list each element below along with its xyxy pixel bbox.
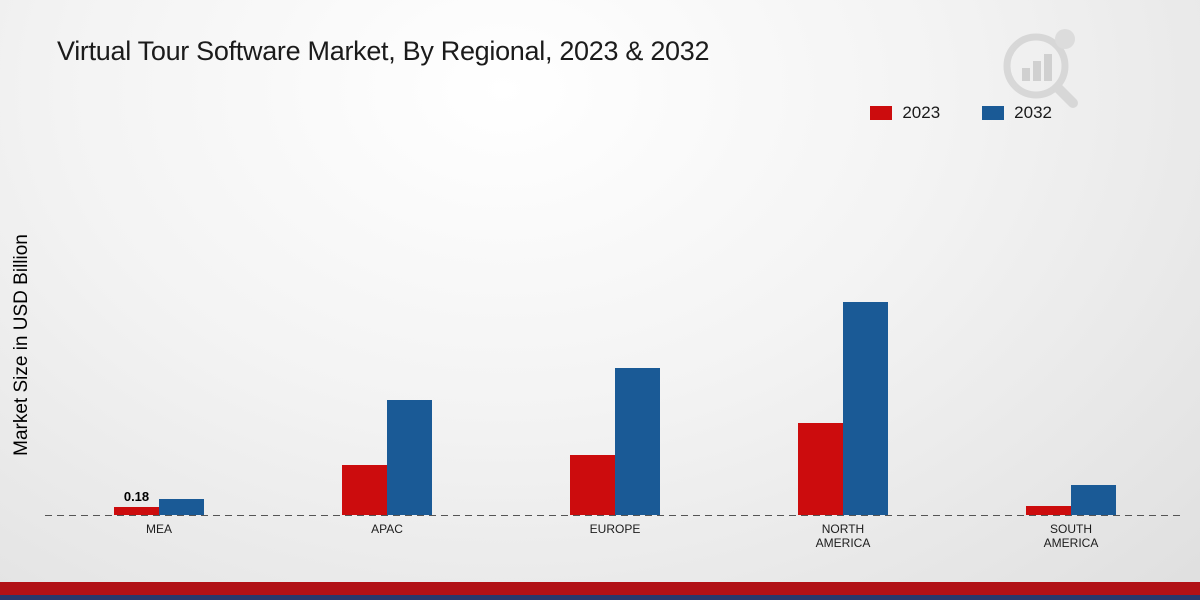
brand-logo-icon: [998, 26, 1082, 115]
bar-group-north-america: [798, 148, 888, 515]
footer-navy-band: [0, 595, 1200, 600]
chart-title: Virtual Tour Software Market, By Regiona…: [57, 36, 710, 66]
bar-2023-mea: 0.18: [114, 489, 159, 515]
footer-red-band: [0, 582, 1200, 595]
bar-group-apac: [342, 148, 432, 515]
plot-area: 0.18: [45, 148, 1185, 516]
x-axis-tick-labels: MEA APAC EUROPE NORTH AMERICA SOUTH AMERICA: [45, 522, 1185, 562]
legend-swatch-2032: [982, 106, 1005, 120]
legend: 2023 2032: [870, 103, 1052, 123]
bar-2023-south-america: [1026, 505, 1071, 515]
bar-2032-south-america: [1071, 485, 1116, 515]
bar-2032-north-america: [843, 301, 888, 515]
bar-2032-apac: [387, 400, 432, 515]
bar-group-south-america: [1026, 148, 1116, 515]
bar-2023-north-america: [798, 423, 843, 515]
legend-item-2032: 2032: [982, 103, 1052, 123]
bar-2032-mea: [159, 498, 204, 515]
bar-value-label: 0.18: [123, 488, 150, 504]
bar-2032-europe: [615, 368, 660, 515]
bar-group-europe: [570, 148, 660, 515]
bar-2023-europe: [570, 455, 615, 515]
x-axis-line: [45, 515, 1185, 516]
legend-swatch-2023: [870, 106, 893, 120]
legend-item-2023: 2023: [870, 103, 940, 123]
bar-group-mea: 0.18: [114, 148, 204, 515]
x-tick-label-south-america: SOUTH AMERICA: [1043, 522, 1099, 551]
y-axis-label: Market Size in USD Billion: [11, 234, 32, 456]
bar-2023-apac: [342, 464, 387, 515]
legend-label-2032: 2032: [1014, 103, 1052, 122]
x-tick-label-apac: APAC: [371, 522, 403, 536]
x-tick-label-north-america: NORTH AMERICA: [815, 522, 871, 551]
x-tick-label-mea: MEA: [145, 522, 172, 536]
x-tick-label-europe: EUROPE: [589, 522, 641, 536]
legend-label-2023: 2023: [902, 103, 941, 122]
